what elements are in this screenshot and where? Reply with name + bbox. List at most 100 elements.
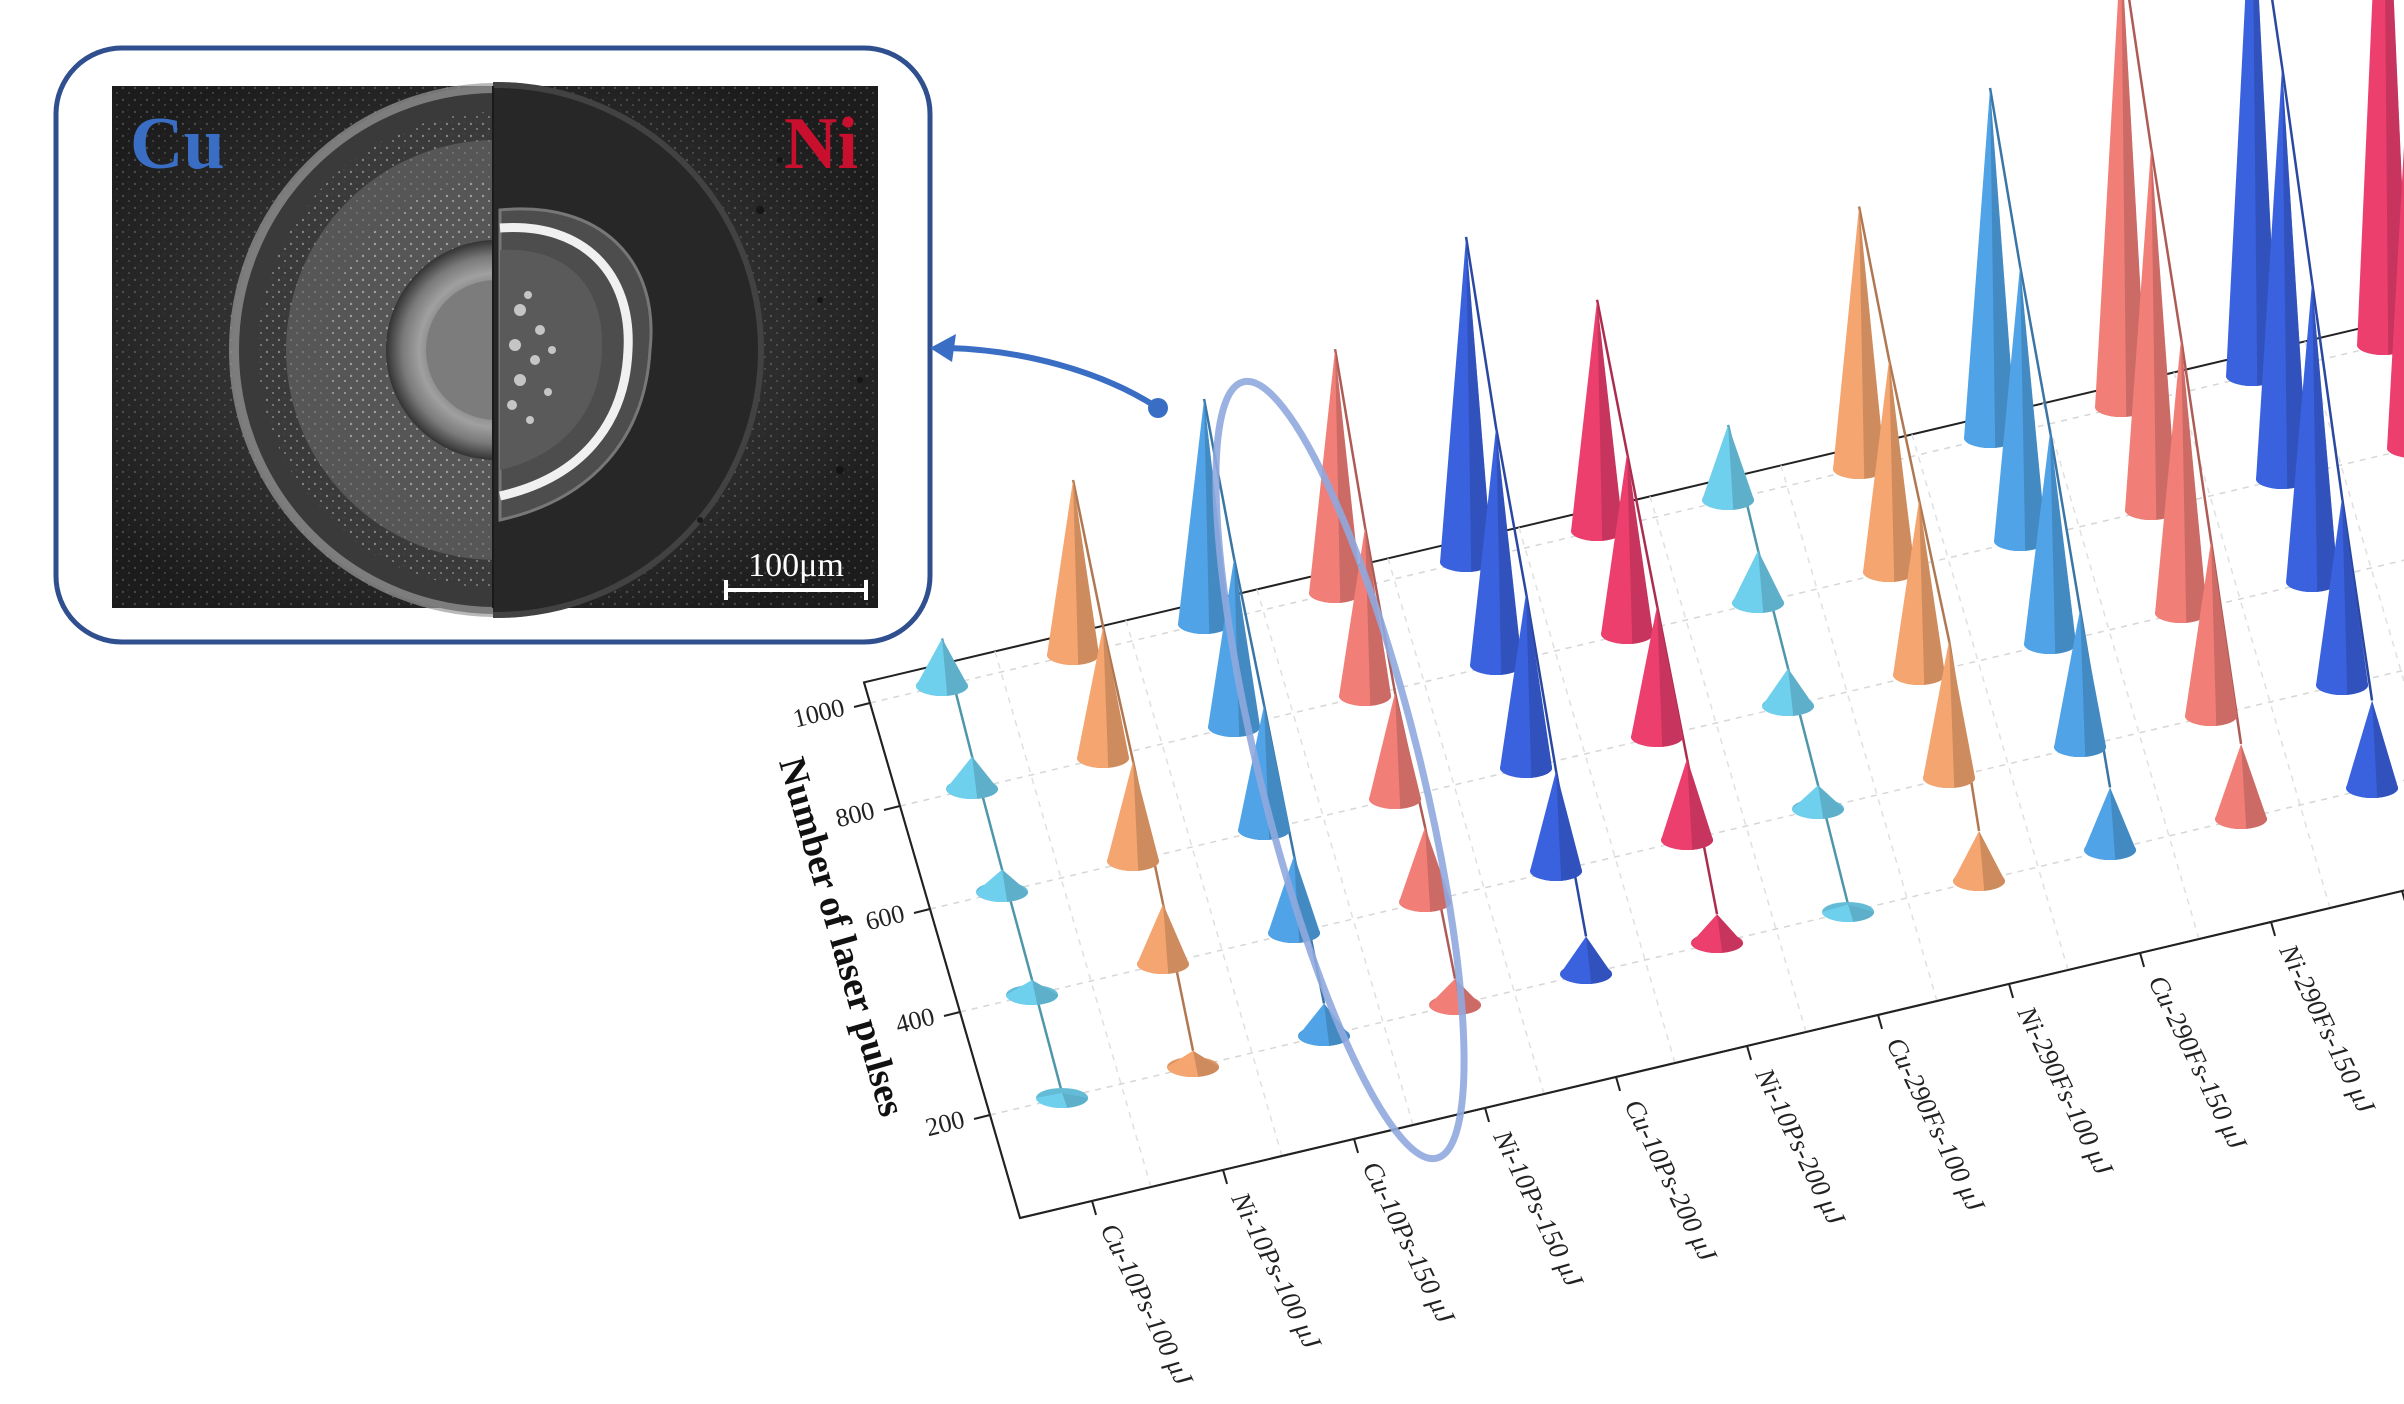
cone	[1440, 236, 1493, 572]
cone-shade	[1848, 904, 1875, 922]
cone-shade	[1032, 979, 1059, 1005]
cone	[1732, 550, 1785, 613]
cone	[2316, 497, 2369, 695]
cone	[1762, 668, 1815, 716]
x-tick	[1353, 1138, 1360, 1154]
cone-shade	[1949, 640, 1976, 788]
x-tick	[1222, 1169, 1229, 1185]
cone-shade	[1466, 236, 1493, 572]
cone-shade	[1788, 668, 1815, 716]
floor-gridline	[2304, 341, 2404, 684]
x-tick	[2139, 952, 2146, 968]
floor-gridline	[1911, 434, 2069, 971]
cone-shade	[942, 638, 969, 696]
cone	[976, 869, 1029, 902]
cone-shade	[1990, 87, 2017, 448]
cone	[2185, 540, 2238, 726]
cone	[1036, 1087, 1089, 1108]
cone-shade	[1163, 903, 1190, 974]
floor-gridline	[1780, 465, 1938, 1002]
cone	[2155, 337, 2208, 623]
floor-gridline	[1518, 527, 1676, 1064]
cone-shade	[2151, 147, 2178, 520]
cone	[1470, 427, 1523, 675]
cone	[1006, 979, 1059, 1005]
floor-gridline	[994, 651, 1152, 1188]
cone	[2054, 609, 2107, 757]
y-tick	[883, 805, 901, 811]
cone	[1107, 760, 1160, 871]
category-label: Cu-10Ps-150 μJ	[1357, 1156, 1462, 1329]
highlight-annotation	[930, 334, 1468, 1163]
cone	[1994, 265, 2047, 551]
cone	[1560, 936, 1613, 984]
cone	[1964, 87, 2017, 448]
cone	[1691, 914, 1744, 953]
cone	[2125, 147, 2178, 520]
category-label: Cu-290Fs-150 μJ	[2143, 970, 2254, 1156]
floor-gridline	[1256, 589, 1414, 1126]
cone-shade	[1073, 479, 1100, 665]
cone	[1167, 1050, 1220, 1077]
callout-arrow	[947, 345, 1160, 411]
x-tick	[1615, 1076, 1622, 1092]
cone	[1601, 452, 1654, 644]
cone	[2084, 787, 2137, 860]
sem-image	[112, 82, 878, 618]
cone	[1792, 785, 1845, 819]
cone	[1429, 978, 1482, 1015]
cone-shade	[2241, 743, 2268, 829]
cone-shade	[1717, 914, 1744, 953]
floor-gridline	[2042, 403, 2200, 940]
cone	[1833, 206, 1886, 479]
y-tick-label: 1000	[790, 693, 847, 734]
cone	[1137, 903, 1190, 974]
cone-shade	[972, 756, 999, 799]
callout-arrow-head	[930, 334, 956, 362]
cone	[2024, 431, 2077, 654]
ni-label: Ni	[784, 103, 858, 185]
cone-shade	[2080, 609, 2107, 757]
x-axis	[1019, 889, 2404, 1219]
x-tick	[1091, 1200, 1098, 1216]
y-tick	[973, 1114, 991, 1120]
cone	[1631, 605, 1684, 747]
cone	[2286, 281, 2339, 592]
cone-shade	[1758, 550, 1785, 613]
y-tick	[853, 702, 871, 708]
highlight-ellipse	[1212, 377, 1468, 1163]
cone-shade	[1526, 592, 1553, 778]
y-tick	[943, 1011, 961, 1017]
cone-shade	[1395, 692, 1422, 809]
cone-shade	[1919, 499, 1946, 685]
cone	[916, 638, 969, 696]
cone-shade	[1002, 869, 1029, 902]
y-tick-label: 400	[893, 1002, 938, 1040]
cone	[1923, 640, 1976, 788]
x-tick	[1484, 1107, 1491, 1123]
floor-gridline	[869, 339, 2404, 704]
x-tick	[1746, 1045, 1753, 1061]
cone	[2387, 146, 2404, 458]
y-tick-label: 200	[923, 1105, 968, 1143]
cone-shade	[1496, 427, 1523, 675]
x-tick	[2270, 921, 2277, 937]
cone	[1953, 830, 2006, 891]
cu-label: Cu	[130, 103, 225, 185]
cone	[1238, 704, 1291, 840]
floor-gridline	[989, 779, 2404, 1116]
floor-gridline	[1125, 620, 1283, 1157]
cone	[1369, 692, 1422, 809]
cone	[1530, 770, 1583, 881]
category-label: Cu-10Ps-200 μJ	[1619, 1094, 1724, 1267]
cone	[1893, 499, 1946, 685]
cone-shade	[1728, 424, 1755, 510]
floor-gridline	[929, 559, 2404, 910]
cone-shade	[1597, 299, 1624, 541]
category-label: Cu-290Fs-100 μJ	[1881, 1032, 1992, 1218]
cone	[1047, 479, 1100, 665]
floor-gridline	[959, 669, 2404, 1013]
floor-gridline	[1649, 496, 1807, 1033]
cone-shade	[2211, 540, 2238, 726]
sem-inset: Cu Ni 100μm	[53, 45, 933, 645]
